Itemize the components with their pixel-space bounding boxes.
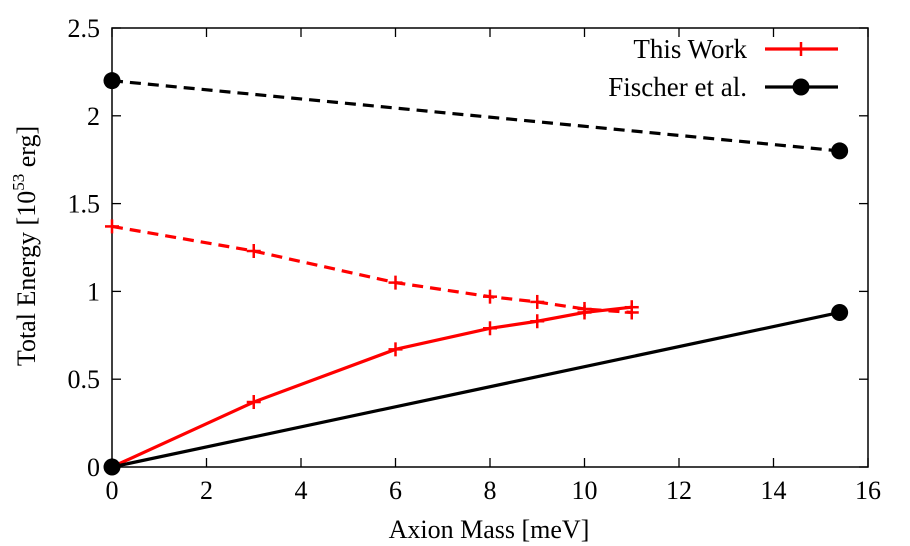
data-point-plus	[105, 219, 119, 234]
x-tick-label: 4	[295, 476, 308, 505]
x-axis-title: Axion Mass [meV]	[389, 515, 590, 544]
y-axis-title-exponent: 53	[9, 174, 28, 191]
series-line	[111, 305, 632, 469]
x-tick-label: 16	[855, 476, 881, 505]
legend-marker-plus	[794, 42, 808, 56]
y-tick-label: 1.5	[68, 190, 101, 219]
y-axis-title-prefix: Total Energy [10	[12, 191, 41, 366]
series-layer	[103, 72, 849, 476]
series-1-dashed	[105, 219, 639, 320]
x-tick-label: 12	[666, 476, 692, 505]
data-point-plus	[624, 305, 639, 320]
data-point-circle	[831, 303, 849, 321]
series-3-dashed	[103, 72, 849, 160]
x-tick-label: 0	[106, 476, 119, 505]
legend: This Work Fischer et al.	[608, 34, 838, 102]
series-0-solid	[105, 300, 639, 474]
data-point-plus	[577, 301, 592, 316]
legend-entry: Fischer et al.	[608, 72, 838, 102]
y-tick-label: 1	[87, 277, 100, 306]
data-point-plus	[246, 244, 261, 259]
y-tick-label: 0	[87, 453, 100, 482]
data-point-plus	[530, 294, 545, 309]
data-point-circle	[103, 458, 121, 476]
x-tick-label: 8	[484, 476, 497, 505]
series-2-solid	[103, 303, 849, 476]
legend-label: Fischer et al.	[608, 72, 747, 102]
legend-entry: This Work	[633, 34, 838, 64]
x-tick-label: 2	[200, 476, 213, 505]
axes: 0 2 4 6 8 10 12 14 16 0 0.5 1 1.5 2 2.5	[68, 14, 882, 505]
series-line	[111, 224, 632, 315]
legend-marker-circle	[792, 78, 810, 96]
data-point-circle	[103, 72, 121, 90]
series-line	[111, 310, 840, 469]
y-tick-label: 0.5	[68, 365, 101, 394]
y-tick-label: 2.5	[68, 14, 101, 43]
data-point-plus	[483, 321, 497, 336]
y-tick-label: 2	[87, 102, 100, 131]
data-point-plus	[530, 314, 545, 329]
data-point-circle	[831, 142, 849, 160]
y-axis-title-suffix: erg]	[12, 126, 41, 174]
data-point-plus	[388, 342, 403, 357]
x-tick-label: 10	[572, 476, 598, 505]
legend-label: This Work	[633, 34, 747, 64]
x-tick-label: 6	[389, 476, 402, 505]
data-point-plus	[483, 289, 497, 304]
x-tick-label: 14	[761, 476, 787, 505]
data-point-plus	[388, 275, 403, 290]
y-axis-title: Total Energy [1053 erg]	[9, 126, 41, 366]
series-line	[111, 79, 840, 153]
data-point-plus	[246, 395, 261, 410]
